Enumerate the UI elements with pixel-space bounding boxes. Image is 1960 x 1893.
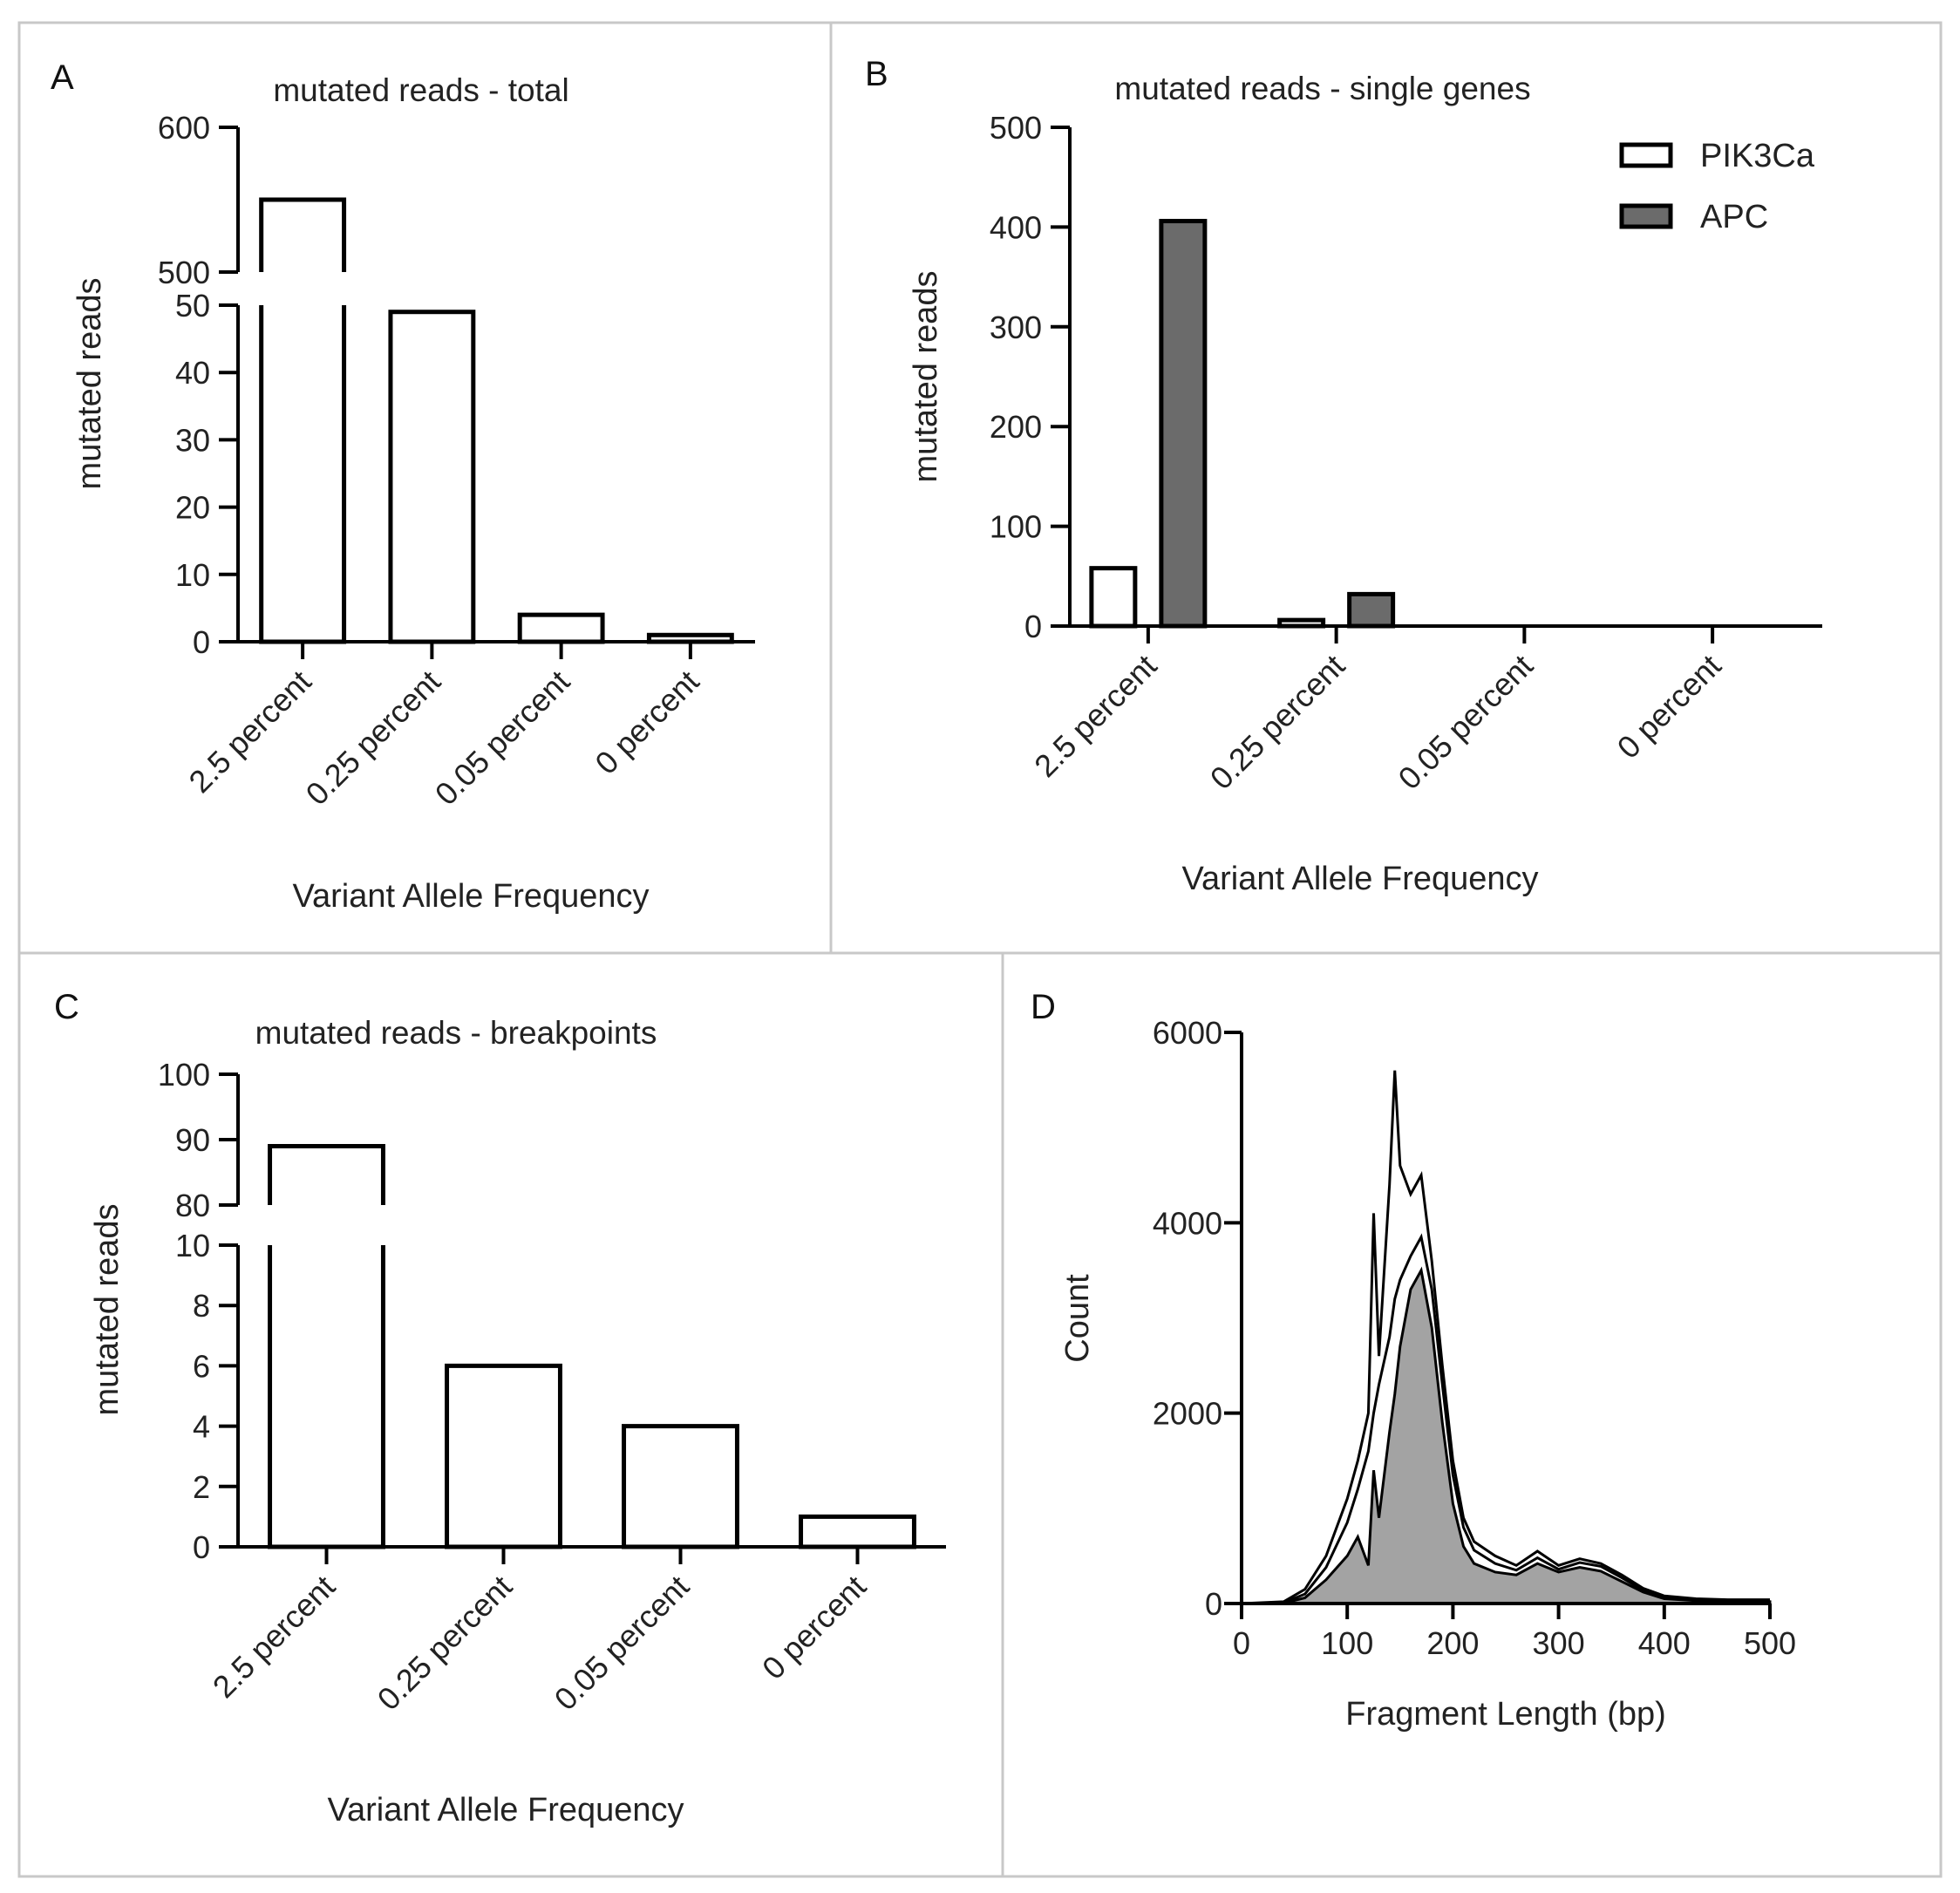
panel-c-chart: mutated reads - breakpoints 0 2 4 6 8 10 80 90 10…	[89, 1015, 946, 1828]
panel-d-y-tick-label: 0	[1205, 1586, 1222, 1622]
panel-b-legend-swatch-pik3ca	[1619, 142, 1673, 168]
panel-label-c: C	[54, 988, 79, 1026]
panel-d-x-tick-label: 0	[1233, 1625, 1250, 1661]
panel-a-bar-lower-part	[259, 305, 347, 644]
panel-b-title: mutated reads - single genes	[1114, 71, 1530, 106]
panel-c-x-axis-title: Variant Allele Frequency	[327, 1792, 684, 1828]
panel-a-y-tick-label: 0	[193, 624, 210, 660]
panel-label-b: B	[865, 55, 888, 93]
panel-b-y-tick-label: 200	[990, 409, 1042, 445]
panel-b-legend-label-pik3ca: PIK3Ca	[1700, 138, 1815, 174]
panel-b-x-tick-label: 0 percent	[1610, 648, 1728, 766]
panel-b-y-tick-label: 500	[990, 110, 1042, 146]
panel-b-legend-label-apc: APC	[1700, 199, 1768, 235]
panel-d-x-tick-label: 300	[1533, 1625, 1585, 1661]
panel-c-y-tick-label: 100	[158, 1057, 210, 1093]
panel-b-x-axis-title: Variant Allele Frequency	[1181, 861, 1538, 897]
panel-c-y-tick-label: 4	[193, 1409, 210, 1445]
panel-label-a: A	[51, 58, 74, 97]
panel-a-y-tick-label: 10	[175, 557, 210, 593]
panel-d-series-middle	[1241, 1233, 1770, 1605]
panel-c-y-tick-label: 80	[175, 1188, 210, 1223]
panel-c-bar	[622, 1424, 739, 1549]
panel-d-y-tick-label: 4000	[1153, 1205, 1222, 1241]
panel-a-y-tick-label: 500	[158, 255, 210, 290]
panel-b-bar-pik3ca	[1089, 566, 1138, 629]
panel-b-x-tick-label: 2.5 percent	[1027, 648, 1163, 784]
panel-c-x-tick-label: 0.05 percent	[548, 1569, 697, 1718]
panel-d-x-tick-label: 100	[1321, 1625, 1373, 1661]
panel-c-y-tick-label: 10	[175, 1228, 210, 1263]
panel-c-title: mutated reads - breakpoints	[255, 1015, 657, 1051]
panel-d-x-tick-label: 500	[1744, 1625, 1796, 1661]
panel-c-bar	[445, 1363, 562, 1549]
panel-d-x-tick-label: 200	[1426, 1625, 1479, 1661]
panel-a-x-axis-title: Variant Allele Frequency	[292, 878, 649, 915]
panel-a-bar	[646, 632, 734, 644]
panel-b-legend-swatch-apc	[1619, 203, 1673, 229]
panel-c-bar	[799, 1514, 916, 1549]
panel-a-x-tick-label: 0.25 percent	[299, 664, 448, 813]
panel-c-y-axis-title: mutated reads	[89, 1204, 126, 1416]
panel-d-x-axis-title: Fragment Length (bp)	[1345, 1696, 1666, 1733]
panel-b-y-axis-title: mutated reads	[908, 271, 944, 483]
panel-b-y-tick-label: 100	[990, 509, 1042, 545]
panel-c-y-tick-label: 2	[193, 1469, 210, 1505]
panel-a-x-tick-label: 0.05 percent	[428, 664, 577, 813]
panel-c-y-tick-label: 8	[193, 1288, 210, 1324]
panel-label-d: D	[1031, 988, 1056, 1026]
panel-c-x-tick-label: 0 percent	[755, 1569, 873, 1686]
panel-c-y-tick-label: 90	[175, 1122, 210, 1158]
panel-a-y-tick-label: 50	[175, 288, 210, 323]
panel-b-bar-apc	[1159, 219, 1208, 629]
panel-a-y-tick-label: 30	[175, 422, 210, 458]
panel-a-x-tick-label: 0 percent	[588, 664, 705, 781]
panel-b-chart: mutated reads - single genes 0 100 200 300 40…	[908, 71, 1822, 897]
panel-c-bar-lower-part	[268, 1245, 385, 1549]
panel-a-title: mutated reads - total	[273, 72, 568, 108]
panel-c-y-tick-label: 0	[193, 1529, 210, 1565]
panel-a-x-tick-label: 2.5 percent	[181, 664, 317, 800]
panel-c-x-tick-label: 2.5 percent	[206, 1569, 342, 1705]
panel-a-bar	[388, 310, 476, 644]
panel-b-bar-apc	[1347, 591, 1396, 629]
panel-b-y-tick-label: 400	[990, 209, 1042, 245]
panel-b-bar-pik3ca	[1277, 617, 1326, 629]
panel-b-x-tick-label: 0.25 percent	[1203, 648, 1352, 797]
panel-b-x-tick-label: 0.05 percent	[1392, 648, 1541, 797]
panel-d-y-axis-title: Count	[1059, 1274, 1096, 1363]
panel-c-x-tick-label: 0.25 percent	[371, 1569, 520, 1718]
panel-c-bar-upper-part	[268, 1144, 385, 1205]
panel-d-chart: 0 2000 4000 6000 0 100 200 300 400 500 Count Fragme…	[1059, 1015, 1796, 1733]
panel-a-y-tick-label: 600	[158, 110, 210, 146]
panel-d-y-tick-label: 6000	[1153, 1015, 1222, 1051]
figure-frame	[17, 21, 1943, 1878]
panel-a-bar-upper-part	[259, 197, 347, 272]
panel-d-series-outer	[1241, 1070, 1770, 1605]
panel-a-bar	[517, 612, 605, 644]
panel-d-series-filled	[1241, 1266, 1772, 1605]
panel-a-y-tick-label: 40	[175, 355, 210, 391]
panel-d-x-tick-label: 400	[1638, 1625, 1691, 1661]
panel-d-y-tick-label: 2000	[1153, 1396, 1222, 1432]
panel-a-y-tick-label: 20	[175, 490, 210, 526]
panel-b-y-tick-label: 0	[1024, 609, 1042, 644]
panel-c-y-tick-label: 6	[193, 1348, 210, 1384]
panel-b-y-tick-label: 300	[990, 310, 1042, 345]
panel-a-y-axis-title: mutated reads	[71, 278, 108, 490]
